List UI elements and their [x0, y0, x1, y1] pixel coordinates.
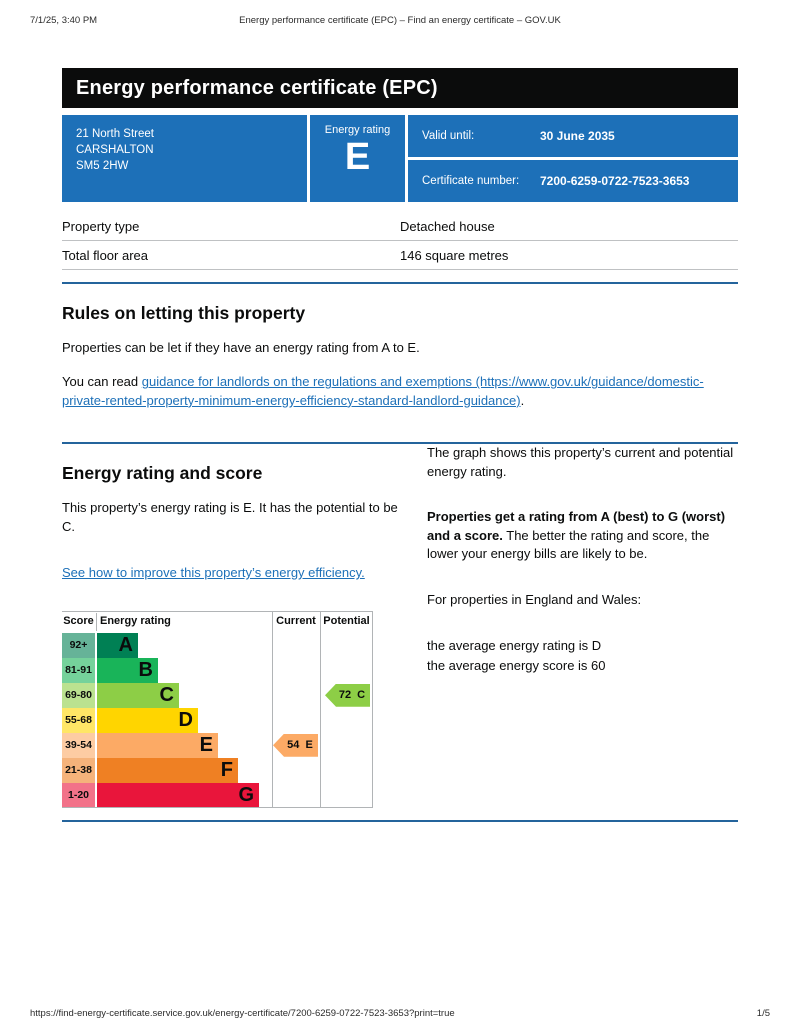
chart-header-potential: Potential [323, 614, 370, 627]
band-letter: D [178, 709, 193, 732]
band-bar-d: D [97, 707, 198, 733]
band-letter: F [220, 759, 233, 782]
rating-explainer-bold: Properties get a rating from A (best) to… [427, 509, 726, 543]
certificate-number-row: Certificate number: 7200-6259-0722-7523-… [408, 160, 738, 202]
current-rating-arrow: 54 E [273, 733, 318, 757]
rules-guidance-paragraph: You can read guidance for landlords on t… [62, 373, 738, 410]
summary-row-property-type: Property type Detached house [62, 212, 738, 241]
chart-row-band-c: 69-80 C [62, 682, 259, 708]
energy-rating-section: Energy rating and score This property’s … [62, 444, 738, 808]
chart-row-band-g: 1-20 G [62, 782, 259, 808]
rating-left-column: Energy rating and score This property’s … [62, 444, 402, 808]
address-line-1: 21 North Street [76, 128, 154, 140]
potential-rating-arrow: 72 C [325, 683, 370, 707]
score-range-cell: 92+ [62, 632, 95, 658]
chart-grid-line [62, 806, 373, 808]
chart-band-rows: 92+ A 81-91 B 69-80 C 55-68 D 39-54 E 21-38 F 1-20 G [62, 632, 259, 808]
guidance-text-suffix: . [520, 392, 525, 408]
rating-right-column: The graph shows this property’s current … [427, 444, 738, 807]
band-bar-a: A [97, 632, 138, 658]
chart-header-score: Score [63, 614, 94, 627]
valid-until-value: 30 June 2035 [540, 129, 615, 143]
band-bar-b: B [97, 657, 158, 683]
page-title: Energy performance certificate (EPC) [62, 68, 738, 108]
rules-on-letting-section: Rules on letting this property Propertie… [62, 303, 738, 410]
band-bar-e: E [97, 732, 218, 758]
band-letter: G [238, 784, 254, 807]
print-header-datetime: 7/1/25, 3:40 PM [30, 15, 98, 26]
chart-grid-line [372, 610, 373, 808]
print-footer-page-number: 1/5 [756, 1008, 770, 1019]
chart-header-energy-rating: Energy rating [100, 614, 171, 627]
valid-until-label: Valid until: [422, 130, 475, 142]
valid-until-row: Valid until: 30 June 2035 [408, 115, 738, 157]
band-letter: C [159, 684, 174, 707]
section-divider [62, 442, 738, 445]
print-footer-url: https://find-energy-certificate.service.… [30, 1008, 455, 1019]
band-letter: A [118, 634, 133, 657]
summary-key: Total floor area [62, 248, 148, 263]
chart-row-band-f: 21-38 F [62, 757, 259, 783]
section-divider [62, 819, 738, 822]
energy-rating-box: Energy rating E [310, 115, 405, 202]
summary-value: Detached house [400, 219, 495, 234]
energy-rating-label: Energy rating [324, 124, 391, 136]
address-line-3: SM5 2HW [76, 160, 129, 173]
chart-grid-line [96, 612, 97, 631]
rating-intro: This property’s energy rating is E. It h… [62, 500, 398, 534]
band-letter: B [138, 659, 153, 682]
epc-chart: Score Energy rating Current Potential 92+ A 81… [62, 610, 373, 808]
graph-intro-paragraph: The graph shows this property’s current … [427, 445, 734, 479]
certificate-number-value: 7200-6259-0722-7523-3653 [540, 174, 690, 188]
property-address-box: 21 North Street CARSHALTON SM5 2HW [62, 115, 307, 202]
band-bar-c: C [97, 682, 179, 708]
rating-heading: Energy rating and score [62, 463, 263, 484]
summary-value: 146 square metres [400, 248, 509, 263]
score-range-cell: 39-54 [62, 732, 95, 758]
property-summary-list: Property type Detached house Total floor… [62, 212, 738, 270]
guidance-text-prefix: You can read [62, 374, 142, 390]
average-score-line: the average energy score is 60 [427, 658, 606, 674]
chart-row-band-a: 92+ A [62, 632, 259, 658]
address-line-2: CARSHALTON [76, 144, 154, 157]
score-range-cell: 21-38 [62, 757, 95, 783]
chart-row-band-d: 55-68 D [62, 707, 259, 733]
score-range-cell: 1-20 [62, 782, 95, 808]
certificate-number-label: Certificate number: [422, 175, 520, 187]
certificate-summary-banner: 21 North Street CARSHALTON SM5 2HW Energ… [62, 115, 738, 202]
improve-efficiency-link[interactable]: See how to improve this property’s energ… [62, 565, 365, 581]
score-range-cell: 55-68 [62, 707, 95, 733]
section-divider [62, 282, 738, 284]
rating-explainer-paragraph: Properties get a rating from A (best) to… [427, 508, 738, 563]
score-range-cell: 69-80 [62, 682, 95, 708]
chart-row-band-b: 81-91 B [62, 657, 259, 683]
score-range-cell: 81-91 [62, 657, 95, 683]
chart-header-row: Score Energy rating Current Potential [62, 611, 373, 633]
validity-box: Valid until: 30 June 2035 Certificate nu… [408, 115, 738, 202]
band-bar-f: F [97, 757, 238, 783]
chart-grid-line [62, 610, 373, 612]
summary-key: Property type [62, 219, 140, 234]
chart-header-current: Current [276, 614, 316, 627]
england-wales-intro: For properties in England and Wales: [427, 591, 642, 607]
rules-heading: Rules on letting this property [62, 303, 306, 323]
summary-row-floor-area: Total floor area 146 square metres [62, 241, 738, 270]
certificate-page: Energy performance certificate (EPC) 21 … [62, 68, 738, 822]
rules-paragraph: Properties can be let if they have an en… [62, 340, 420, 355]
rating-explainer-rest: The better the rating and score, the low… [427, 527, 710, 562]
average-rating-line: the average energy rating is D [427, 638, 602, 654]
energy-rating-value: E [344, 136, 371, 178]
band-letter: E [199, 734, 213, 757]
print-header-title: Energy performance certificate (EPC) – F… [239, 15, 561, 26]
chart-grid-line [320, 610, 321, 808]
band-bar-g: G [97, 782, 259, 808]
chart-grid-line [272, 610, 273, 808]
landlord-guidance-link[interactable]: guidance for landlords on the regulation… [62, 374, 704, 408]
chart-row-band-e: 39-54 E [62, 732, 259, 758]
